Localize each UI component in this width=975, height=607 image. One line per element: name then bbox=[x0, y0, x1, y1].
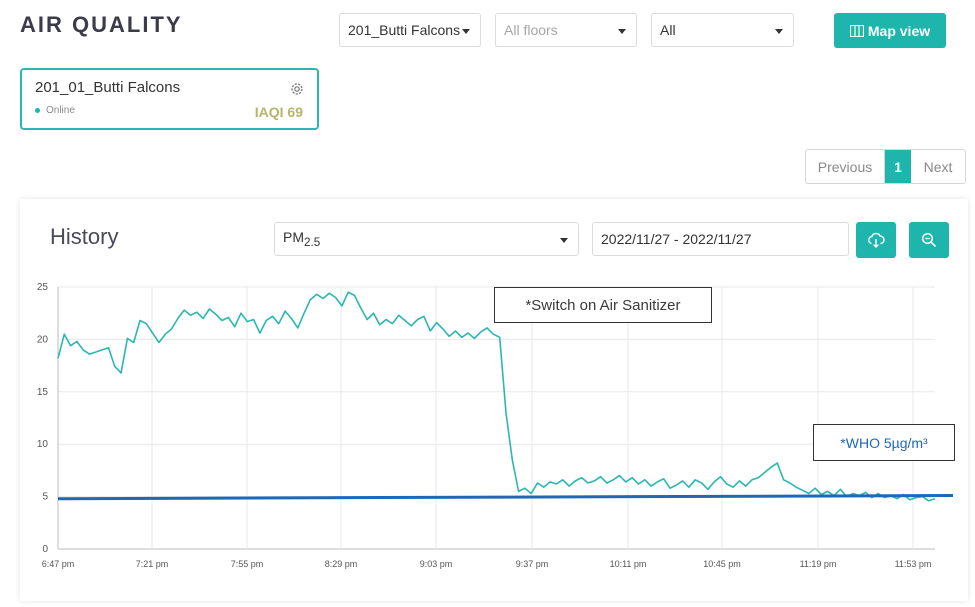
x-tick-label: 9:03 pm bbox=[420, 559, 453, 569]
type-select-value: All bbox=[660, 22, 676, 38]
map-view-button[interactable]: Map view bbox=[834, 13, 946, 48]
device-card[interactable]: 201_01_Butti Falcons Online IAQI 69 bbox=[20, 68, 319, 130]
x-tick-label: 10:11 pm bbox=[610, 559, 647, 569]
who-guideline bbox=[57, 494, 954, 501]
map-icon bbox=[849, 24, 864, 37]
next-page-button[interactable]: Next bbox=[923, 158, 953, 175]
chevron-down-icon bbox=[560, 238, 568, 243]
map-view-label: Map view bbox=[867, 22, 931, 39]
chevron-down-icon bbox=[618, 29, 626, 34]
history-title: History bbox=[50, 224, 119, 249]
x-tick-label: 10:45 pm bbox=[703, 559, 741, 569]
metric-select[interactable]: PM2.5 bbox=[274, 222, 579, 256]
previous-page-button[interactable]: Previous bbox=[806, 150, 885, 183]
download-button[interactable] bbox=[856, 222, 896, 258]
device-status: Online bbox=[35, 105, 75, 116]
cloud-download-icon bbox=[868, 232, 885, 248]
x-tick-label: 6:47 pm bbox=[42, 559, 75, 569]
pm25-series-line bbox=[57, 291, 936, 502]
sanitizer-annotation: *Switch on Air Sanitizer bbox=[494, 287, 712, 323]
zoom-out-icon bbox=[921, 232, 937, 248]
history-panel: History PM2.5 2022/11/27 - 2022/11/27 bbox=[20, 199, 968, 601]
metric-select-value: PM2.5 bbox=[283, 229, 321, 249]
gear-icon[interactable] bbox=[289, 81, 305, 97]
x-tick-label: 11:19 pm bbox=[800, 559, 837, 569]
floor-select[interactable]: All floors bbox=[495, 13, 637, 47]
site-select[interactable]: 201_Butti Falcons bbox=[339, 13, 481, 47]
pagination: Previous 1 Next bbox=[805, 149, 966, 184]
device-status-label: Online bbox=[46, 105, 75, 116]
zoom-reset-button[interactable] bbox=[909, 222, 949, 258]
x-tick-label: 8:29 pm bbox=[325, 559, 358, 569]
current-page-button[interactable]: 1 bbox=[885, 150, 911, 183]
type-select[interactable]: All bbox=[651, 13, 794, 47]
page-title: AIR QUALITY bbox=[20, 12, 183, 37]
chevron-down-icon bbox=[462, 29, 470, 34]
x-tick-label: 7:55 pm bbox=[231, 559, 264, 569]
y-tick-label: 20 bbox=[37, 334, 49, 345]
floor-select-value: All floors bbox=[504, 22, 558, 38]
site-select-value: 201_Butti Falcons bbox=[348, 22, 461, 38]
who-annotation: *WHO 5µg/m³ bbox=[813, 424, 955, 461]
chevron-down-icon bbox=[775, 29, 783, 34]
y-tick-label: 0 bbox=[42, 544, 48, 555]
device-iaqi: IAQI 69 bbox=[254, 104, 303, 120]
y-tick-label: 15 bbox=[37, 387, 49, 398]
y-tick-label: 10 bbox=[37, 439, 49, 450]
y-tick-label: 25 bbox=[37, 282, 49, 293]
status-dot-icon bbox=[35, 108, 40, 113]
x-tick-label: 7:21 pm bbox=[136, 559, 169, 569]
date-range-input[interactable]: 2022/11/27 - 2022/11/27 bbox=[592, 222, 849, 256]
x-tick-label: 9:37 pm bbox=[516, 559, 549, 569]
x-tick-label: 11:53 pm bbox=[895, 559, 932, 569]
device-name: 201_01_Butti Falcons bbox=[35, 79, 181, 96]
y-tick-label: 5 bbox=[42, 492, 48, 503]
